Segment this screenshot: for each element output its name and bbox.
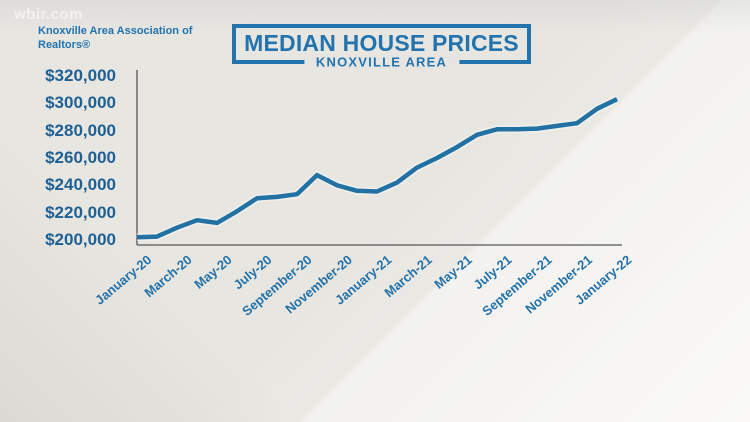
- price-line-halo: [136, 95, 619, 242]
- y-tick-label: $240,000: [45, 175, 116, 195]
- y-tick-label: $280,000: [45, 120, 116, 140]
- y-tick-label: $320,000: [45, 66, 116, 85]
- attribution: Knoxville Area Association of Realtors®: [38, 24, 192, 52]
- attribution-line-2: Realtors®: [38, 39, 91, 51]
- y-tick-label: $260,000: [45, 148, 116, 167]
- price-line: [136, 97, 618, 240]
- wbir-watermark: wbir.com: [14, 6, 84, 23]
- y-tick-label: $220,000: [45, 202, 116, 222]
- y-tick-label: $300,000: [45, 93, 116, 113]
- chart-subtitle: KNOXVILLE AREA: [303, 54, 460, 70]
- attribution-line-1: Knoxville Area Association of: [38, 25, 193, 37]
- chart-title: MEDIAN HOUSE PRICES: [244, 29, 519, 56]
- y-tick-label: $200,000: [45, 230, 116, 249]
- title-box: MEDIAN HOUSE PRICES KNOXVILLE AREA: [232, 24, 531, 70]
